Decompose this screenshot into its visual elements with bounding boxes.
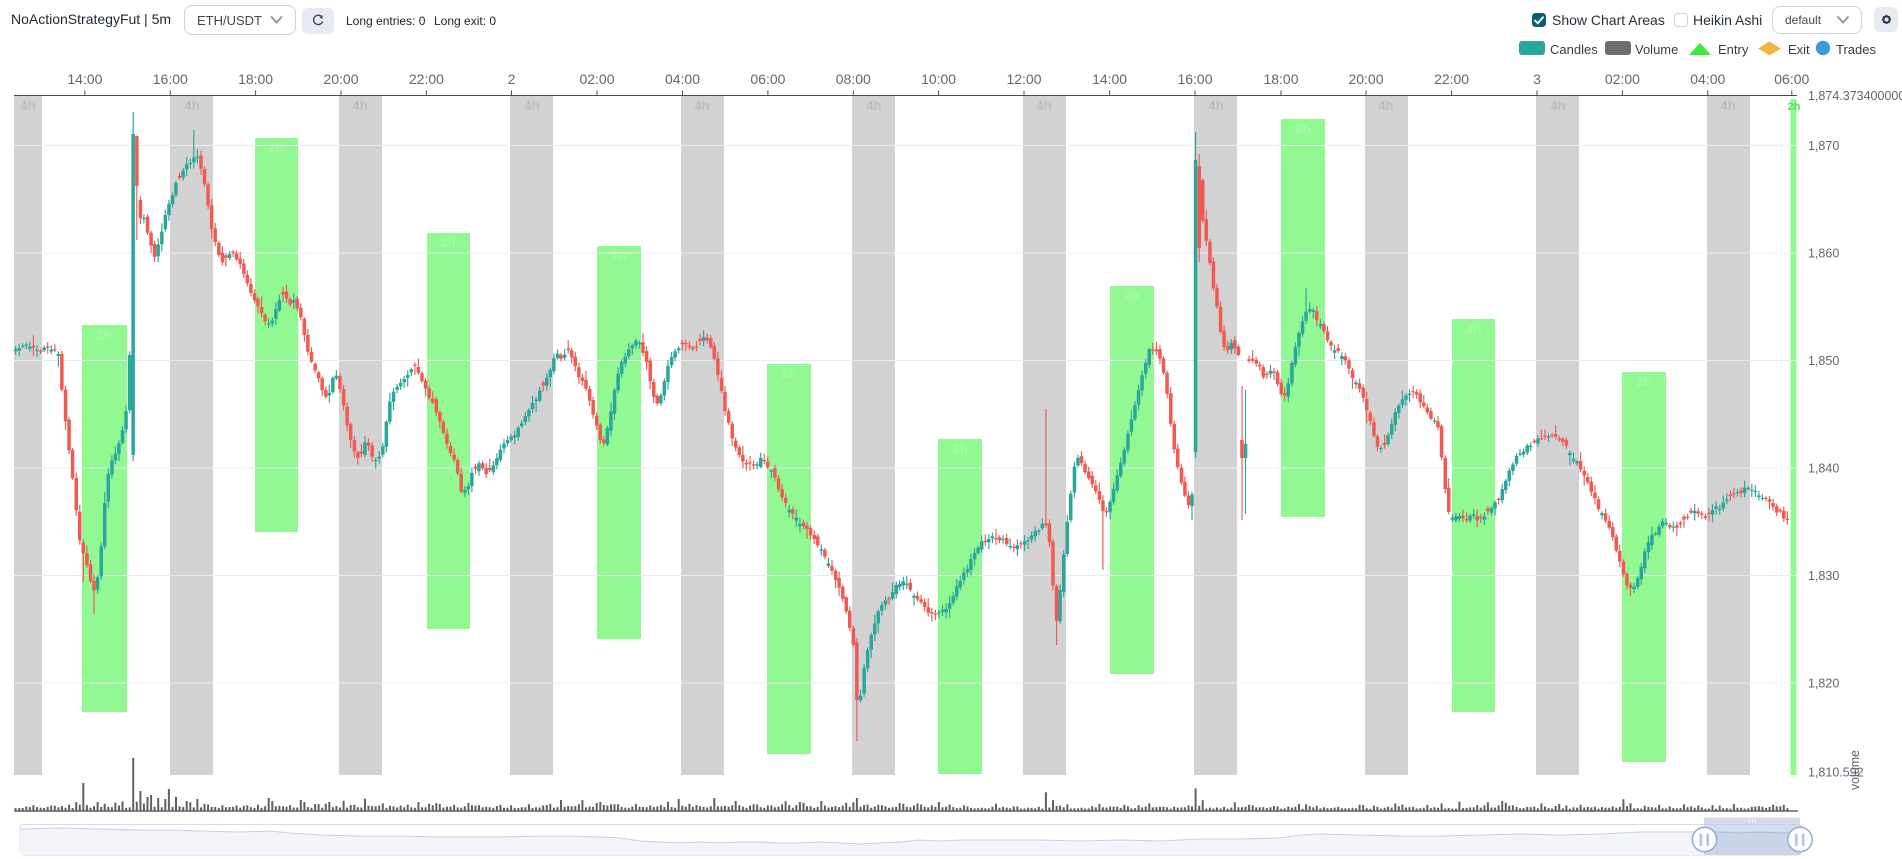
svg-text:18:00: 18:00 [1263, 71, 1298, 87]
svg-text:18:00: 18:00 [238, 71, 273, 87]
svg-text:2h: 2h [1636, 374, 1651, 389]
svg-text:4h: 4h [524, 98, 539, 113]
svg-text:04:00: 04:00 [1690, 71, 1725, 87]
svg-text:22:00: 22:00 [409, 71, 444, 87]
svg-text:02:00: 02:00 [579, 71, 614, 87]
svg-text:1,874.373400000: 1,874.373400000 [1808, 89, 1902, 103]
svg-text:3: 3 [1533, 71, 1541, 87]
svg-text:2h: 2h [1788, 101, 1801, 113]
svg-text:1,850: 1,850 [1808, 354, 1839, 368]
svg-text:1,860: 1,860 [1808, 247, 1839, 261]
svg-text:1,810.592: 1,810.592 [1808, 766, 1864, 780]
svg-text:2h: 2h [268, 140, 283, 155]
svg-text:2h: 2h [1295, 121, 1310, 136]
svg-text:22:00: 22:00 [1434, 71, 1469, 87]
svg-text:20:00: 20:00 [323, 71, 358, 87]
svg-text:4h: 4h [1720, 98, 1735, 113]
svg-text:14:00: 14:00 [67, 71, 102, 87]
svg-text:16:00: 16:00 [153, 71, 188, 87]
svg-text:volume: volume [1848, 750, 1862, 790]
svg-text:20:00: 20:00 [1348, 71, 1383, 87]
svg-text:14:00: 14:00 [1092, 71, 1127, 87]
svg-text:02:00: 02:00 [1605, 71, 1640, 87]
svg-text:06:00: 06:00 [750, 71, 785, 87]
svg-text:16:00: 16:00 [1177, 71, 1212, 87]
svg-text:4h: 4h [1208, 98, 1223, 113]
svg-text:04:00: 04:00 [665, 71, 700, 87]
svg-text:2h: 2h [781, 366, 796, 381]
svg-text:4h: 4h [866, 98, 881, 113]
svg-text:4h: 4h [1550, 98, 1565, 113]
svg-text:1,820: 1,820 [1808, 677, 1839, 691]
svg-text:4h: 4h [1378, 98, 1393, 113]
svg-text:1,840: 1,840 [1808, 462, 1839, 476]
svg-text:1,870: 1,870 [1808, 139, 1839, 153]
svg-text:2h: 2h [611, 248, 626, 263]
svg-text:12:00: 12:00 [1006, 71, 1041, 87]
svg-text:10:00: 10:00 [921, 71, 956, 87]
svg-text:2h: 2h [952, 441, 967, 456]
svg-text:4h: 4h [694, 98, 709, 113]
svg-text:2h: 2h [1124, 288, 1139, 303]
svg-text:2: 2 [508, 71, 516, 87]
svg-text:4h: 4h [184, 98, 199, 113]
svg-text:4h: 4h [20, 98, 35, 113]
svg-text:4h: 4h [1036, 98, 1051, 113]
svg-text:2h: 2h [440, 235, 455, 250]
svg-text:1,830: 1,830 [1808, 569, 1839, 583]
svg-text:4h: 4h [352, 98, 367, 113]
svg-text:08:00: 08:00 [836, 71, 871, 87]
svg-text:2h: 2h [1466, 321, 1481, 336]
svg-text:2h: 2h [96, 327, 111, 342]
svg-text:06:00: 06:00 [1774, 71, 1809, 87]
